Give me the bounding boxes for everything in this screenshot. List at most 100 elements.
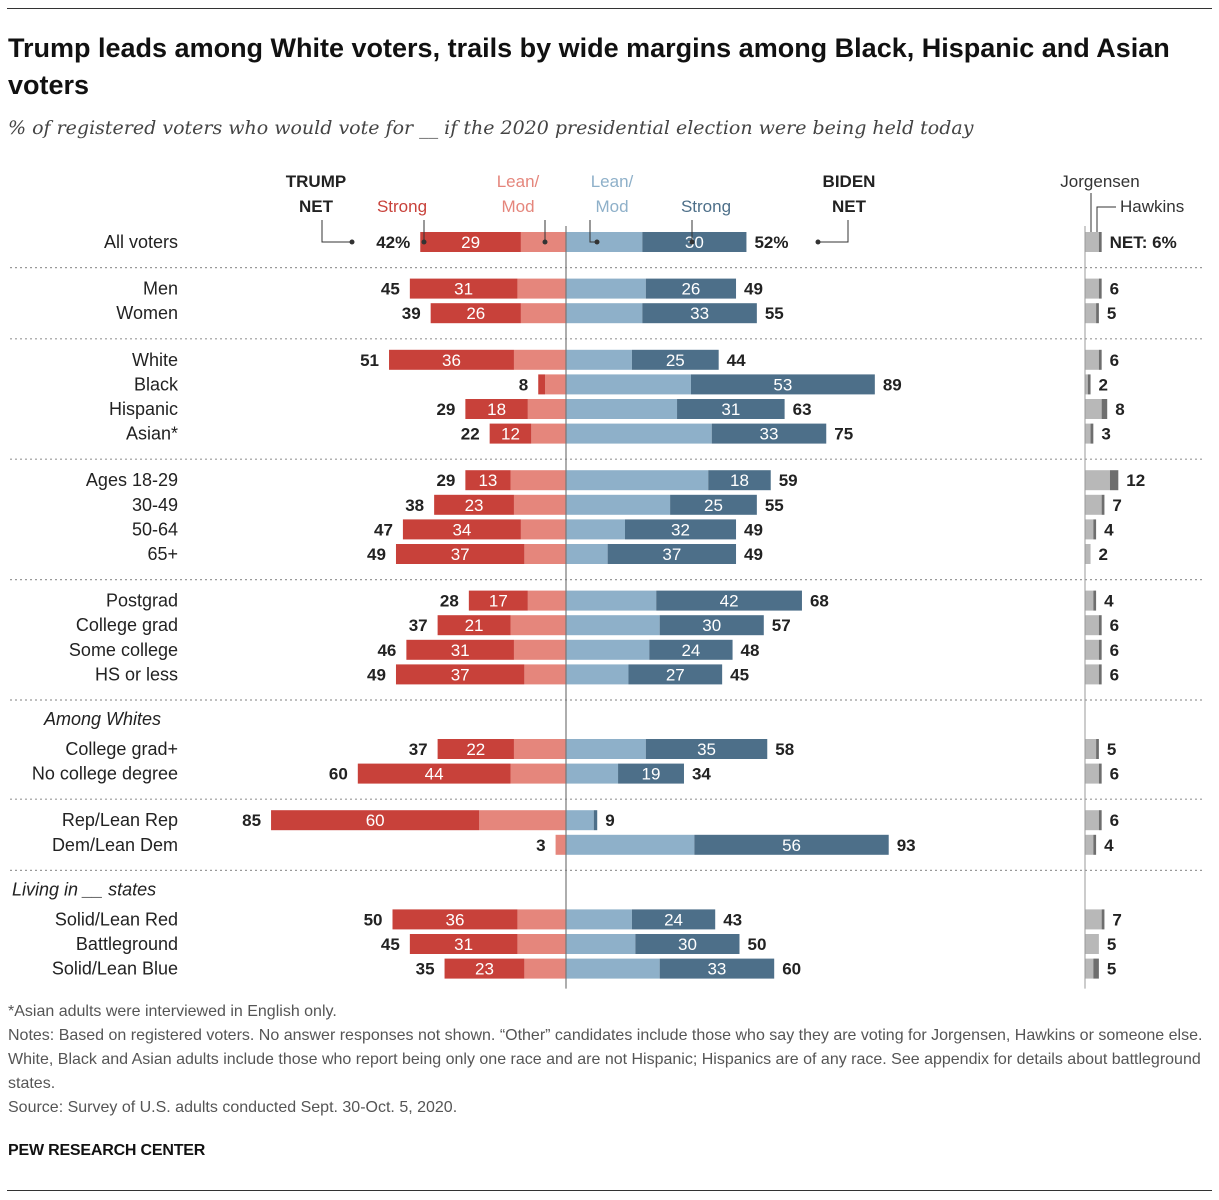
- bar-trump-lean: [527, 399, 566, 419]
- data-label-biden-strong: 33: [707, 960, 726, 979]
- bar-biden-lean: [566, 615, 660, 636]
- row-label: All voters: [104, 232, 178, 252]
- bar-hawkins: [1098, 349, 1102, 370]
- data-label-biden-net: 49: [744, 280, 763, 299]
- data-label-other-net: 5: [1107, 304, 1116, 323]
- bar-trump-lean: [510, 615, 566, 636]
- data-label-biden-strong: 26: [681, 280, 700, 299]
- data-label-biden-net: 55: [765, 304, 784, 323]
- bar-biden-strong: [711, 423, 827, 444]
- data-label-trump-net: 47: [374, 520, 393, 539]
- bar-biden-strong: [656, 590, 802, 611]
- bar-hawkins: [1098, 278, 1102, 299]
- chart-subtitle: % of registered voters who would vote fo…: [8, 117, 974, 139]
- row-label: Rep/Lean Rep: [62, 810, 178, 830]
- data-label-biden-net: 89: [883, 375, 902, 394]
- bar-trump-lean: [524, 958, 566, 979]
- top-rule: [7, 8, 1212, 9]
- data-label-biden-net: 75: [834, 425, 853, 444]
- data-label-trump-net: 46: [377, 641, 396, 660]
- data-label-trump-net: 37: [409, 616, 428, 635]
- data-label-biden-strong: 56: [782, 836, 801, 855]
- bar-trump-strong: [395, 544, 525, 564]
- data-label-trump-net: 28: [440, 592, 459, 611]
- bar-hawkins: [1101, 399, 1108, 419]
- data-label-biden-net: 50: [748, 935, 767, 954]
- row-label: Dem/Lean Dem: [52, 835, 178, 855]
- data-label-biden-net: 48: [741, 641, 760, 660]
- data-label-trump-net: 51: [360, 351, 379, 370]
- data-label-trump-strong: 23: [465, 496, 484, 515]
- bar-hawkins: [1093, 590, 1097, 611]
- row-label: 50-64: [132, 519, 178, 539]
- bar-jorgensen: [1085, 544, 1091, 564]
- data-label-biden-net: 34: [692, 765, 711, 784]
- bar-trump-strong: [409, 934, 518, 954]
- bar-hawkins: [1098, 232, 1102, 252]
- data-label-trump-net: 45: [381, 280, 400, 299]
- legend-leader-dot: [815, 239, 821, 245]
- data-label-other-net: 5: [1107, 740, 1116, 759]
- bar-jorgensen: [1085, 232, 1099, 252]
- data-label-trump-strong: 34: [452, 520, 471, 539]
- bar-biden-lean: [566, 423, 712, 444]
- data-label-biden-net: 63: [793, 400, 812, 419]
- bar-trump-strong: [430, 303, 521, 324]
- data-label-biden-net: 49: [744, 520, 763, 539]
- bar-trump-lean: [517, 909, 566, 930]
- data-label-other-net: 5: [1107, 960, 1116, 979]
- data-label-trump-strong: 44: [425, 765, 444, 784]
- data-label-trump-strong: 31: [454, 935, 473, 954]
- data-label-biden-strong: 24: [664, 910, 683, 929]
- data-label-biden-strong: 33: [760, 425, 779, 444]
- data-label-other-net: 6: [1110, 641, 1119, 660]
- data-label-biden-strong: 24: [681, 641, 700, 660]
- data-label-trump-net: 50: [364, 910, 383, 929]
- bar-jorgensen: [1085, 374, 1088, 395]
- bar-hawkins: [1093, 834, 1097, 855]
- legend-biden-net-label: BIDEN: [823, 172, 876, 191]
- bar-biden-lean: [566, 278, 646, 299]
- data-label-trump-net: 60: [329, 765, 348, 784]
- bar-trump-strong: [465, 470, 511, 491]
- row-label: Ages 18-29: [86, 470, 178, 490]
- data-label-other-net: NET: 6%: [1110, 233, 1177, 252]
- bar-trump-lean: [510, 763, 566, 784]
- bottom-rule: [7, 1190, 1212, 1191]
- data-label-other-net: 6: [1110, 665, 1119, 684]
- bar-biden-strong: [708, 470, 771, 491]
- legend-leader-dot: [349, 239, 355, 245]
- data-label-biden-strong: 30: [678, 935, 697, 954]
- bar-trump-strong: [437, 615, 511, 636]
- data-label-biden-net: 58: [775, 740, 794, 759]
- bar-hawkins: [1096, 739, 1099, 759]
- data-label-trump-net: 22: [461, 425, 480, 444]
- bar-jorgensen: [1085, 615, 1099, 636]
- data-label-biden-net: 93: [897, 836, 916, 855]
- bar-trump-strong: [409, 278, 518, 299]
- pew-brand: PEW RESEARCH CENTER: [8, 1142, 206, 1159]
- data-label-trump-strong: 17: [489, 592, 508, 611]
- data-label-trump-strong: 37: [451, 545, 470, 564]
- bar-trump-strong: [402, 519, 521, 540]
- row-label: Black: [134, 374, 179, 394]
- data-label-trump-net: 45: [381, 935, 400, 954]
- bar-biden-lean: [566, 909, 632, 930]
- data-label-biden-strong: 27: [666, 665, 685, 684]
- bar-trump-strong: [389, 349, 514, 370]
- bar-biden-strong: [628, 664, 723, 685]
- data-label-biden-net: 45: [730, 665, 749, 684]
- bar-biden-lean: [566, 303, 643, 324]
- bar-biden-lean: [566, 494, 671, 515]
- bar-biden-lean: [566, 639, 650, 660]
- data-label-other-net: 2: [1099, 375, 1108, 394]
- bar-biden-lean: [566, 470, 709, 491]
- data-label-trump-net: 85: [242, 811, 261, 830]
- bar-jorgensen: [1085, 909, 1102, 930]
- data-label-other-net: 6: [1110, 280, 1119, 299]
- data-label-trump-strong: 13: [478, 471, 497, 490]
- data-label-biden-strong: 37: [662, 545, 681, 564]
- bar-biden-lean: [566, 934, 636, 954]
- data-label-biden-strong: 42: [720, 592, 739, 611]
- row-label: Battleground: [76, 934, 178, 954]
